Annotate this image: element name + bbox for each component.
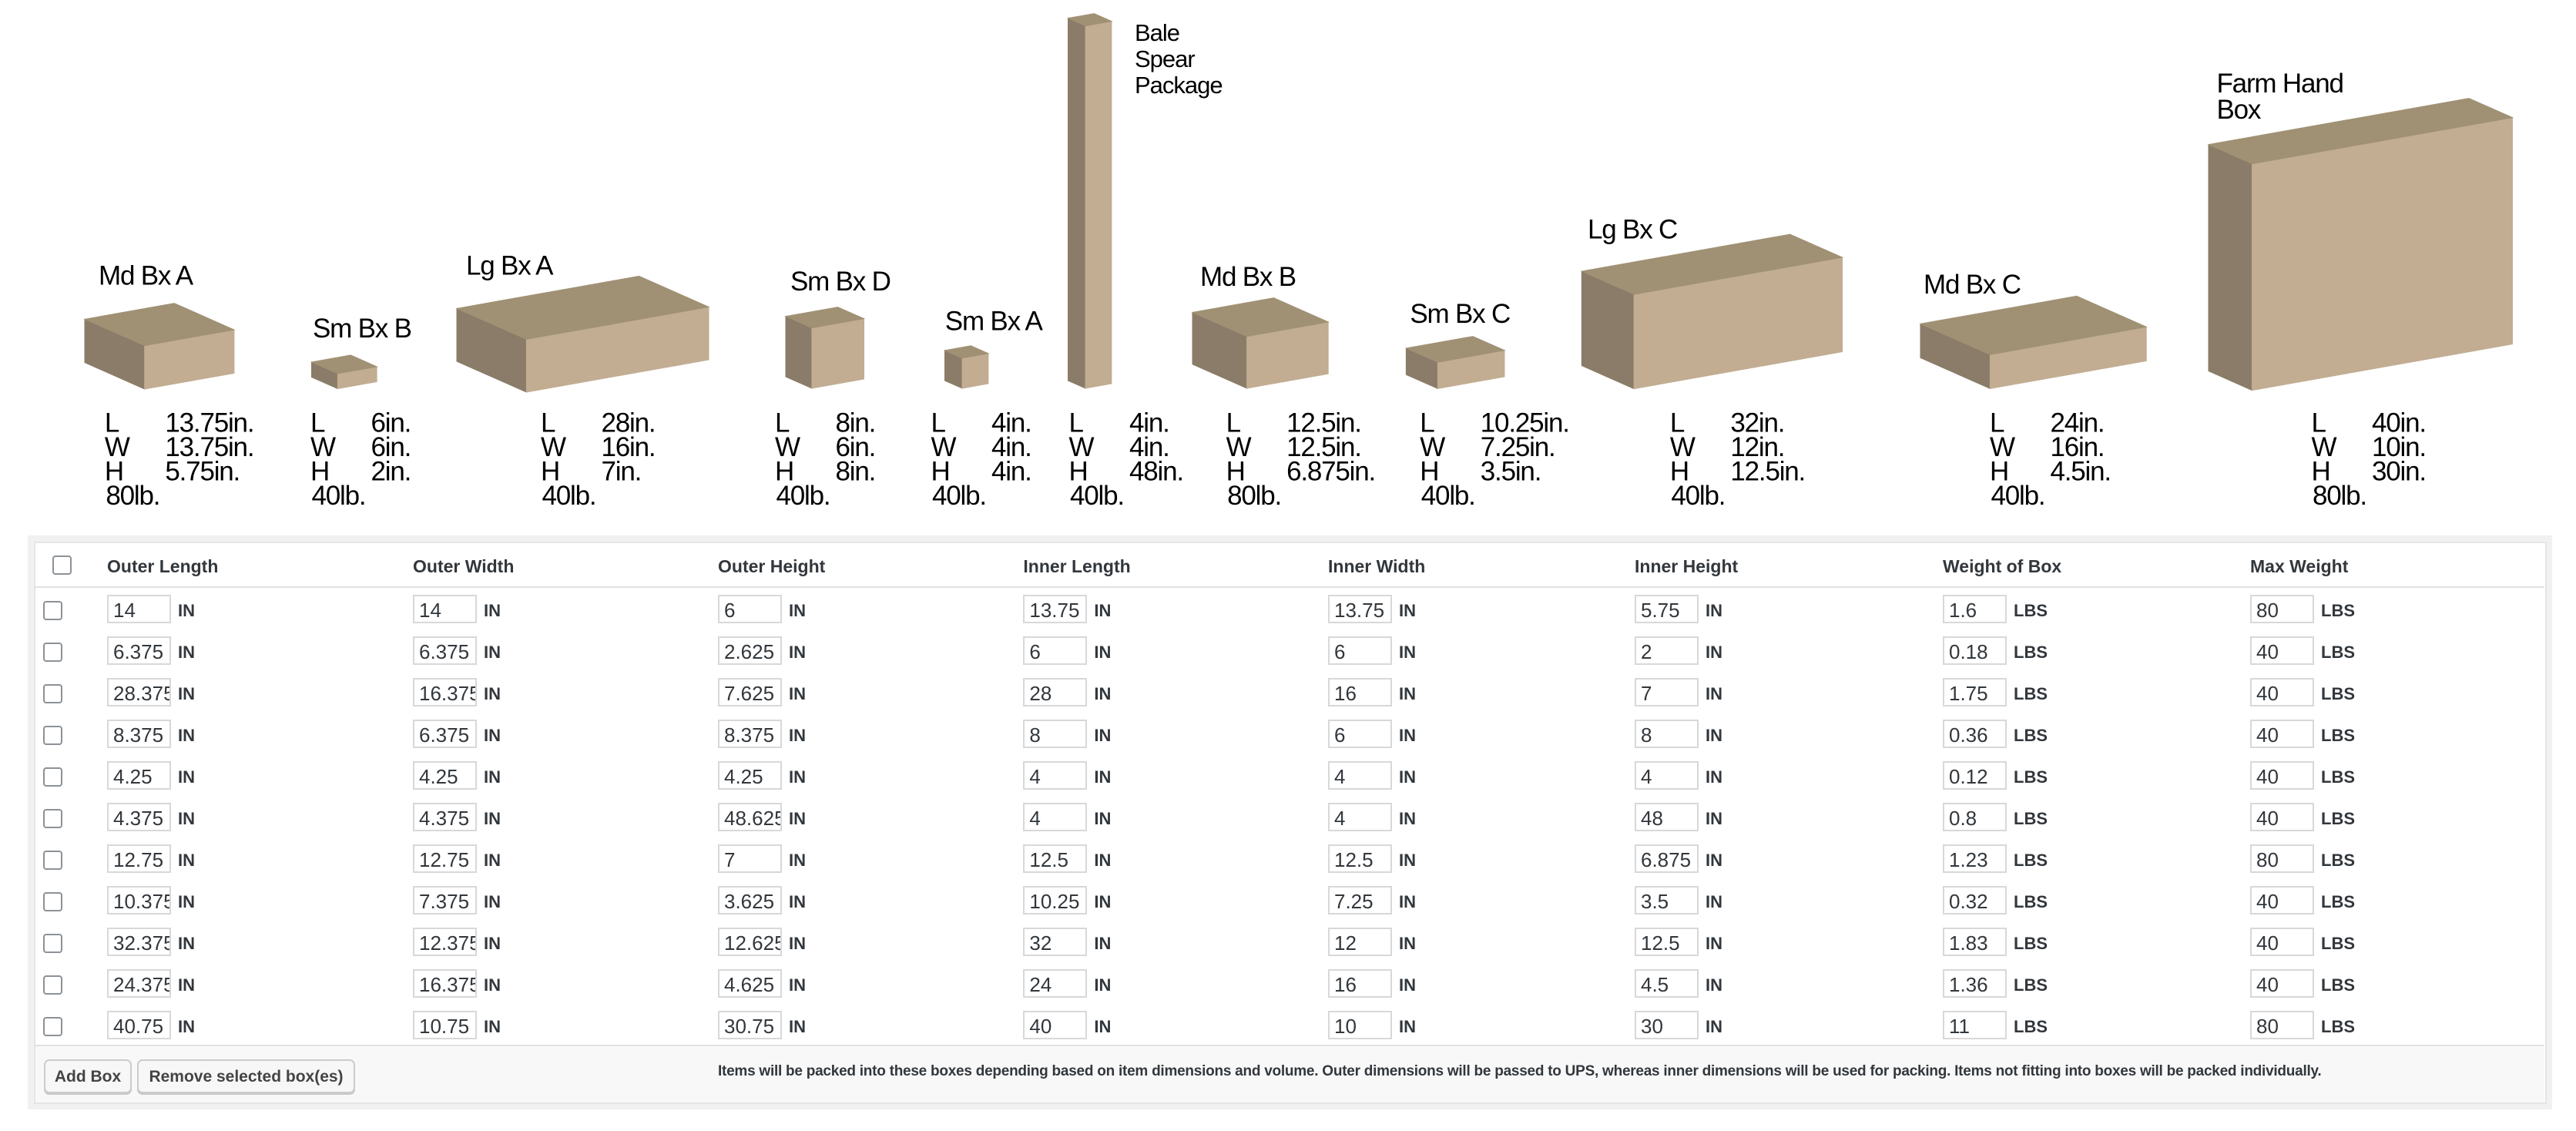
svg-text:40lb.: 40lb. bbox=[932, 481, 986, 511]
svg-text:16in.: 16in. bbox=[2051, 432, 2105, 462]
svg-text:W: W bbox=[1226, 432, 1252, 462]
svg-text:W: W bbox=[1069, 432, 1095, 462]
svg-text:L: L bbox=[931, 408, 946, 438]
svg-text:H: H bbox=[2312, 456, 2330, 486]
svg-text:4in.: 4in. bbox=[1129, 432, 1169, 462]
svg-text:Lg Bx C: Lg Bx C bbox=[1588, 215, 1677, 245]
svg-text:Lg Bx A: Lg Bx A bbox=[466, 251, 554, 281]
svg-text:W: W bbox=[1990, 432, 2015, 462]
svg-text:L: L bbox=[2312, 408, 2326, 438]
svg-text:40lb.: 40lb. bbox=[312, 481, 366, 511]
svg-text:L: L bbox=[1226, 408, 1241, 438]
svg-text:Md Bx C: Md Bx C bbox=[1924, 270, 2021, 300]
svg-text:4in.: 4in. bbox=[1129, 408, 1169, 438]
svg-text:H: H bbox=[775, 456, 793, 486]
svg-text:H: H bbox=[1420, 456, 1438, 486]
svg-text:80lb.: 80lb. bbox=[1227, 481, 1281, 511]
svg-text:4in.: 4in. bbox=[991, 408, 1031, 438]
svg-text:Sm Bx A: Sm Bx A bbox=[945, 307, 1044, 337]
svg-text:40lb.: 40lb. bbox=[542, 481, 596, 511]
svg-text:Box: Box bbox=[2217, 95, 2262, 125]
svg-text:L: L bbox=[1990, 408, 2004, 438]
svg-text:80lb.: 80lb. bbox=[106, 481, 159, 511]
svg-text:12.5in.: 12.5in. bbox=[1286, 432, 1361, 462]
svg-text:W: W bbox=[541, 432, 566, 462]
svg-text:12.5in.: 12.5in. bbox=[1286, 408, 1361, 438]
svg-text:L: L bbox=[105, 408, 119, 438]
svg-text:7in.: 7in. bbox=[602, 456, 642, 486]
svg-text:13.75in.: 13.75in. bbox=[165, 408, 253, 438]
svg-text:L: L bbox=[1420, 408, 1434, 438]
svg-text:16in.: 16in. bbox=[602, 432, 656, 462]
svg-text:H: H bbox=[541, 456, 559, 486]
svg-text:4in.: 4in. bbox=[991, 432, 1031, 462]
svg-text:W: W bbox=[931, 432, 957, 462]
svg-text:28in.: 28in. bbox=[602, 408, 656, 438]
svg-text:H: H bbox=[1069, 456, 1088, 486]
svg-text:40lb.: 40lb. bbox=[1991, 481, 2045, 511]
svg-text:10.25in.: 10.25in. bbox=[1481, 408, 1569, 438]
svg-text:Package: Package bbox=[1135, 72, 1223, 99]
svg-text:H: H bbox=[1990, 456, 2008, 486]
svg-text:30in.: 30in. bbox=[2372, 456, 2426, 486]
svg-text:10in.: 10in. bbox=[2372, 432, 2426, 462]
svg-text:Sm Bx C: Sm Bx C bbox=[1410, 299, 1510, 329]
svg-text:32in.: 32in. bbox=[1730, 408, 1784, 438]
svg-text:Sm Bx D: Sm Bx D bbox=[790, 267, 891, 297]
svg-text:H: H bbox=[1670, 456, 1689, 486]
svg-text:Md Bx B: Md Bx B bbox=[1200, 262, 1296, 292]
svg-text:Bale: Bale bbox=[1135, 19, 1179, 46]
svg-text:12in.: 12in. bbox=[1730, 432, 1784, 462]
svg-text:Farm Hand: Farm Hand bbox=[2217, 69, 2343, 99]
svg-text:W: W bbox=[310, 432, 336, 462]
svg-text:13.75in.: 13.75in. bbox=[165, 432, 253, 462]
svg-text:H: H bbox=[1226, 456, 1245, 486]
svg-text:W: W bbox=[2312, 432, 2337, 462]
svg-text:7.25in.: 7.25in. bbox=[1481, 432, 1555, 462]
svg-text:L: L bbox=[1069, 408, 1084, 438]
svg-text:4in.: 4in. bbox=[991, 456, 1031, 486]
svg-text:12.5in.: 12.5in. bbox=[1730, 456, 1805, 486]
svg-text:L: L bbox=[775, 408, 790, 438]
svg-text:W: W bbox=[105, 432, 130, 462]
svg-text:L: L bbox=[541, 408, 555, 438]
svg-text:24in.: 24in. bbox=[2051, 408, 2105, 438]
svg-text:H: H bbox=[931, 456, 950, 486]
svg-text:6.875in.: 6.875in. bbox=[1286, 456, 1375, 486]
svg-text:Spear: Spear bbox=[1135, 45, 1195, 72]
svg-text:40lb.: 40lb. bbox=[776, 481, 830, 511]
svg-text:40lb.: 40lb. bbox=[1671, 481, 1725, 511]
svg-text:L: L bbox=[1670, 408, 1685, 438]
svg-text:W: W bbox=[1420, 432, 1445, 462]
svg-text:40lb.: 40lb. bbox=[1070, 481, 1124, 511]
svg-text:H: H bbox=[310, 456, 329, 486]
svg-text:40in.: 40in. bbox=[2372, 408, 2426, 438]
svg-text:48in.: 48in. bbox=[1129, 456, 1183, 486]
svg-text:W: W bbox=[1670, 432, 1696, 462]
svg-text:8in.: 8in. bbox=[836, 456, 876, 486]
svg-text:3.5in.: 3.5in. bbox=[1481, 456, 1541, 486]
svg-text:40lb.: 40lb. bbox=[1421, 481, 1475, 511]
svg-text:4.5in.: 4.5in. bbox=[2051, 456, 2111, 486]
svg-text:W: W bbox=[775, 432, 800, 462]
svg-text:H: H bbox=[105, 456, 123, 486]
svg-text:L: L bbox=[310, 408, 325, 438]
svg-text:6in.: 6in. bbox=[371, 408, 411, 438]
svg-text:Md Bx A: Md Bx A bbox=[99, 261, 194, 291]
svg-text:5.75in.: 5.75in. bbox=[165, 456, 240, 486]
svg-text:2in.: 2in. bbox=[371, 456, 411, 486]
svg-text:Sm Bx B: Sm Bx B bbox=[313, 314, 411, 344]
svg-text:80lb.: 80lb. bbox=[2313, 481, 2366, 511]
svg-text:6in.: 6in. bbox=[836, 432, 876, 462]
svg-text:6in.: 6in. bbox=[371, 432, 411, 462]
svg-text:8in.: 8in. bbox=[836, 408, 876, 438]
